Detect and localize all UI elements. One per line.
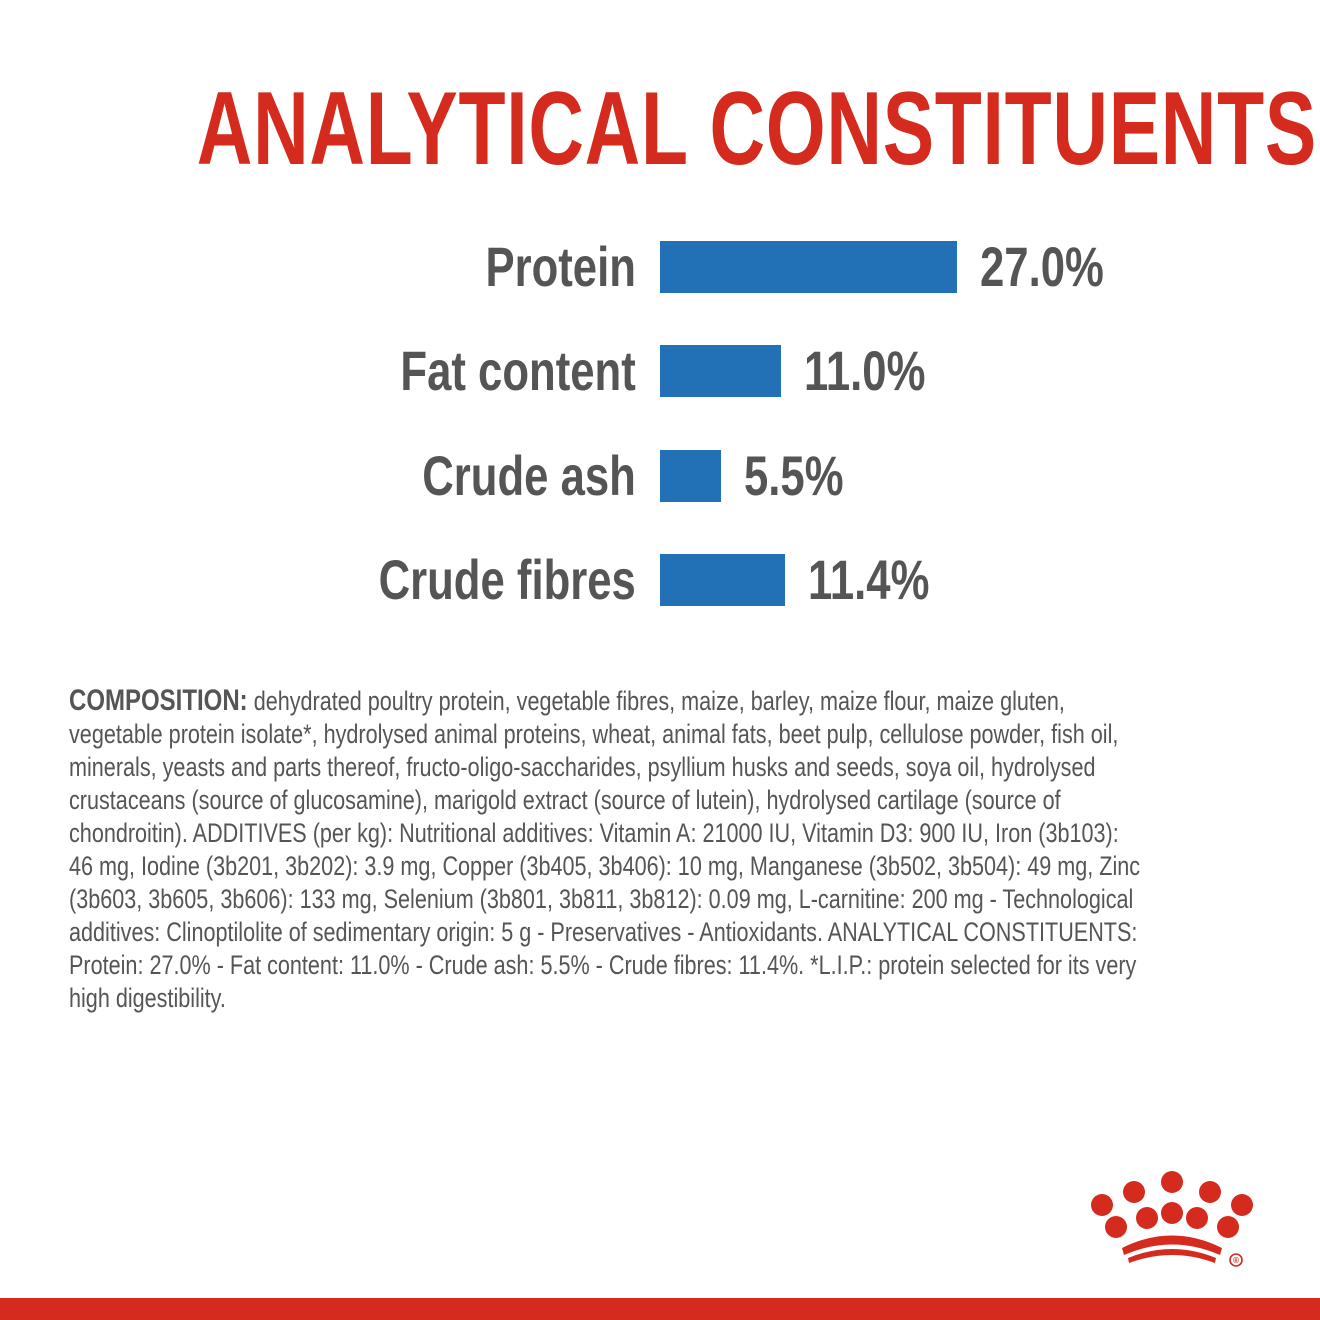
registered-mark: ® bbox=[1233, 1256, 1239, 1265]
composition-line: crustaceans (source of glucosamine), mar… bbox=[69, 785, 1061, 815]
value-label: 5.5% bbox=[743, 443, 844, 507]
bar-fat-content bbox=[660, 345, 781, 398]
footer-bar bbox=[0, 1298, 1320, 1320]
bar-crude-fibres bbox=[660, 553, 786, 606]
category-label: Crude ash bbox=[422, 443, 636, 507]
category-label: Protein bbox=[485, 235, 636, 298]
composition-line: (3b603, 3b605, 3b606): 133 mg, Selenium … bbox=[69, 884, 1134, 914]
crown-icon: ® bbox=[1091, 1171, 1253, 1267]
value-label: 27.0% bbox=[980, 235, 1104, 298]
composition-line: 46 mg, Iodine (3b201, 3b202): 3.9 mg, Co… bbox=[69, 851, 1141, 881]
crown-logo: ® bbox=[1084, 1168, 1260, 1273]
bar-crude-ash bbox=[660, 449, 721, 502]
value-label: 11.4% bbox=[808, 547, 930, 611]
composition-text: COMPOSITION: dehydrated poultry protein,… bbox=[69, 684, 1253, 1015]
category-label: Fat content bbox=[400, 339, 636, 403]
composition-line: additives: Clinoptilolite of sedimentary… bbox=[69, 917, 1138, 947]
composition-heading: COMPOSITION: bbox=[69, 684, 248, 717]
composition-line: chondroitin). ADDITIVES (per kg): Nutrit… bbox=[69, 818, 1119, 848]
value-label: 11.0% bbox=[804, 339, 926, 403]
composition-line: minerals, yeasts and parts thereof, fruc… bbox=[69, 752, 1096, 782]
bar-chart: Protein 27.0% Fat content 11.0% Crude ash 5.5… bbox=[378, 235, 1104, 611]
composition-line: COMPOSITION: dehydrated poultry protein,… bbox=[69, 684, 1065, 717]
composition-line: Protein: 27.0% - Fat content: 11.0% - Cr… bbox=[69, 950, 1137, 980]
composition-line: vegetable protein isolate*, hydrolysed a… bbox=[69, 719, 1119, 749]
category-label: Crude fibres bbox=[378, 547, 636, 611]
composition-line: high digestibility. bbox=[69, 983, 226, 1013]
chart-title: ANALYTICAL CONSTITUENTS bbox=[196, 71, 1317, 187]
bar-protein bbox=[660, 241, 957, 293]
